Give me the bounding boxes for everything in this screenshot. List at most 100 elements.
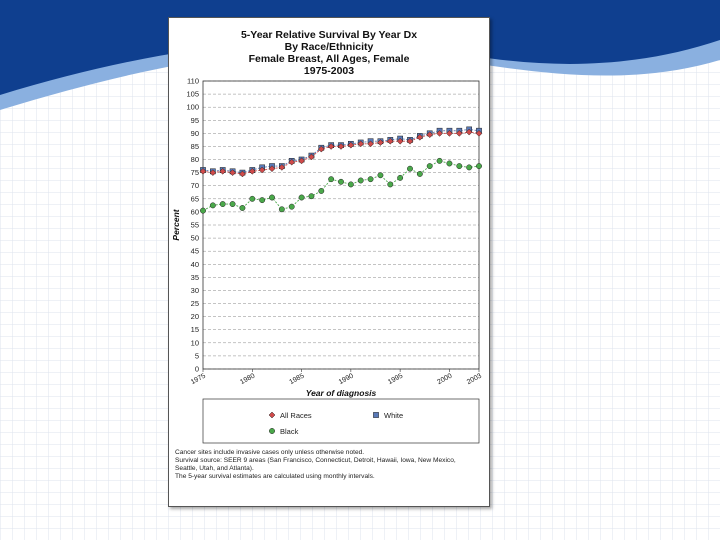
data-point-black [239,205,246,211]
data-point-all-races [209,169,217,176]
data-point-all-races [248,167,256,175]
data-point-black [397,174,404,181]
data-point-all-races [367,140,374,148]
data-point-black [446,160,453,167]
x-tick-label: 1995 [387,373,404,387]
data-point-black [338,178,344,185]
y-tick-label: 105 [186,90,199,99]
y-tick-label: 90 [191,129,199,138]
data-point-all-races [475,130,483,137]
y-tick-label: 75 [191,168,199,177]
x-tick-label: 1980 [239,373,256,387]
data-point-all-races [298,157,305,165]
legend-marker-black [269,428,275,434]
chart-title-line-1: 5-Year Relative Survival By Year Dx [240,29,418,41]
y-tick-label: 60 [191,207,199,216]
data-point-black [456,163,463,170]
data-point-black [318,188,325,194]
y-tick-label: 30 [191,286,199,295]
chart-card: 5-Year Relative Survival By Year Dx By R… [168,17,490,507]
data-point-all-races [396,137,404,145]
y-tick-label: 95 [191,116,199,125]
data-point-all-races [337,143,345,150]
x-tick-label: 1985 [288,373,305,387]
data-point-black [416,170,423,177]
y-tick-label: 100 [186,103,199,112]
data-point-black [466,164,473,171]
note-line-2: Survival source: SEER 9 areas (San Franc… [175,457,456,464]
legend-marker-all-races [268,411,276,419]
y-tick-label: 15 [191,325,199,334]
data-point-black [357,177,364,184]
data-point-black [229,201,236,208]
data-point-black [426,163,433,170]
data-point-all-races [436,130,443,137]
chart-title-line-4: 1975-2003 [303,65,355,77]
x-axis-label: Year of diagnosis [306,388,377,398]
legend-label-white: White [384,411,403,420]
note-line-4: The 5-year survival estimates are calcul… [175,473,375,480]
data-point-black [377,172,384,179]
data-point-all-races [406,137,414,145]
data-point-all-races [347,141,355,149]
data-point-all-races [219,167,227,175]
data-point-black [308,193,315,200]
data-point-black [407,165,413,172]
x-tick-label: 2003 [466,373,483,387]
data-point-black [259,197,266,204]
data-point-black [328,176,335,183]
legend-marker-white [373,412,379,418]
y-tick-label: 65 [191,194,199,203]
data-point-all-races [229,169,236,176]
y-tick-label: 70 [191,181,199,190]
y-tick-label: 50 [191,234,199,243]
note-line-1: Cancer sites include invasive cases only… [175,449,365,456]
data-point-all-races [199,167,207,175]
series-line-white [202,128,480,174]
data-point-all-races [308,153,315,161]
data-point-black [200,207,206,214]
note-line-3: Seattle, Utah, and Atlanta). [175,465,254,472]
y-tick-label: 45 [191,247,199,256]
chart: 0 5 10 15 20 25 30 35 40 45 50 55 60 65 70 75 80 85 90 95 10… [171,77,483,444]
data-point-black [249,195,256,202]
data-point-black [476,163,482,170]
data-point-all-races [386,137,394,145]
data-point-all-races [426,131,434,139]
data-point-all-races [239,170,246,178]
plot-frame [202,80,480,370]
data-point-black [367,176,374,183]
y-tick-label: 85 [191,142,199,151]
chart-title-line-3: Female Breast, All Ages, Female [248,53,410,65]
data-point-all-races [377,139,384,146]
y-tick-label: 40 [191,260,199,269]
data-point-all-races [455,130,463,137]
y-tick-label: 80 [191,155,199,164]
y-tick-label: 0 [195,365,199,374]
data-point-black [278,206,285,213]
data-point-all-races [278,164,286,171]
data-point-black [219,201,226,208]
data-point-all-races [327,143,335,150]
y-tick-label: 25 [191,299,199,308]
y-axis-label: Percent [171,208,181,240]
data-point-all-races [268,165,276,173]
data-point-black [436,157,443,164]
data-point-all-races [416,133,424,141]
chart-title-line-2: By Race/Ethnicity [284,41,374,53]
x-tick-label: 1990 [338,373,355,387]
series-line-all-races [202,131,480,175]
y-tick-label: 10 [191,338,199,347]
data-point-all-races [446,130,453,137]
data-point-all-races [288,158,296,166]
x-tick-label: 1975 [190,373,207,387]
data-point-all-races [465,128,473,136]
y-tick-label: 35 [191,273,199,282]
data-point-all-races [317,145,325,153]
y-tick-label: 55 [191,221,199,230]
series-line-black [202,160,480,211]
data-point-black [347,181,354,188]
y-tick-label: 20 [191,312,199,321]
data-point-black [269,194,275,201]
x-tick-label: 2000 [436,373,453,387]
